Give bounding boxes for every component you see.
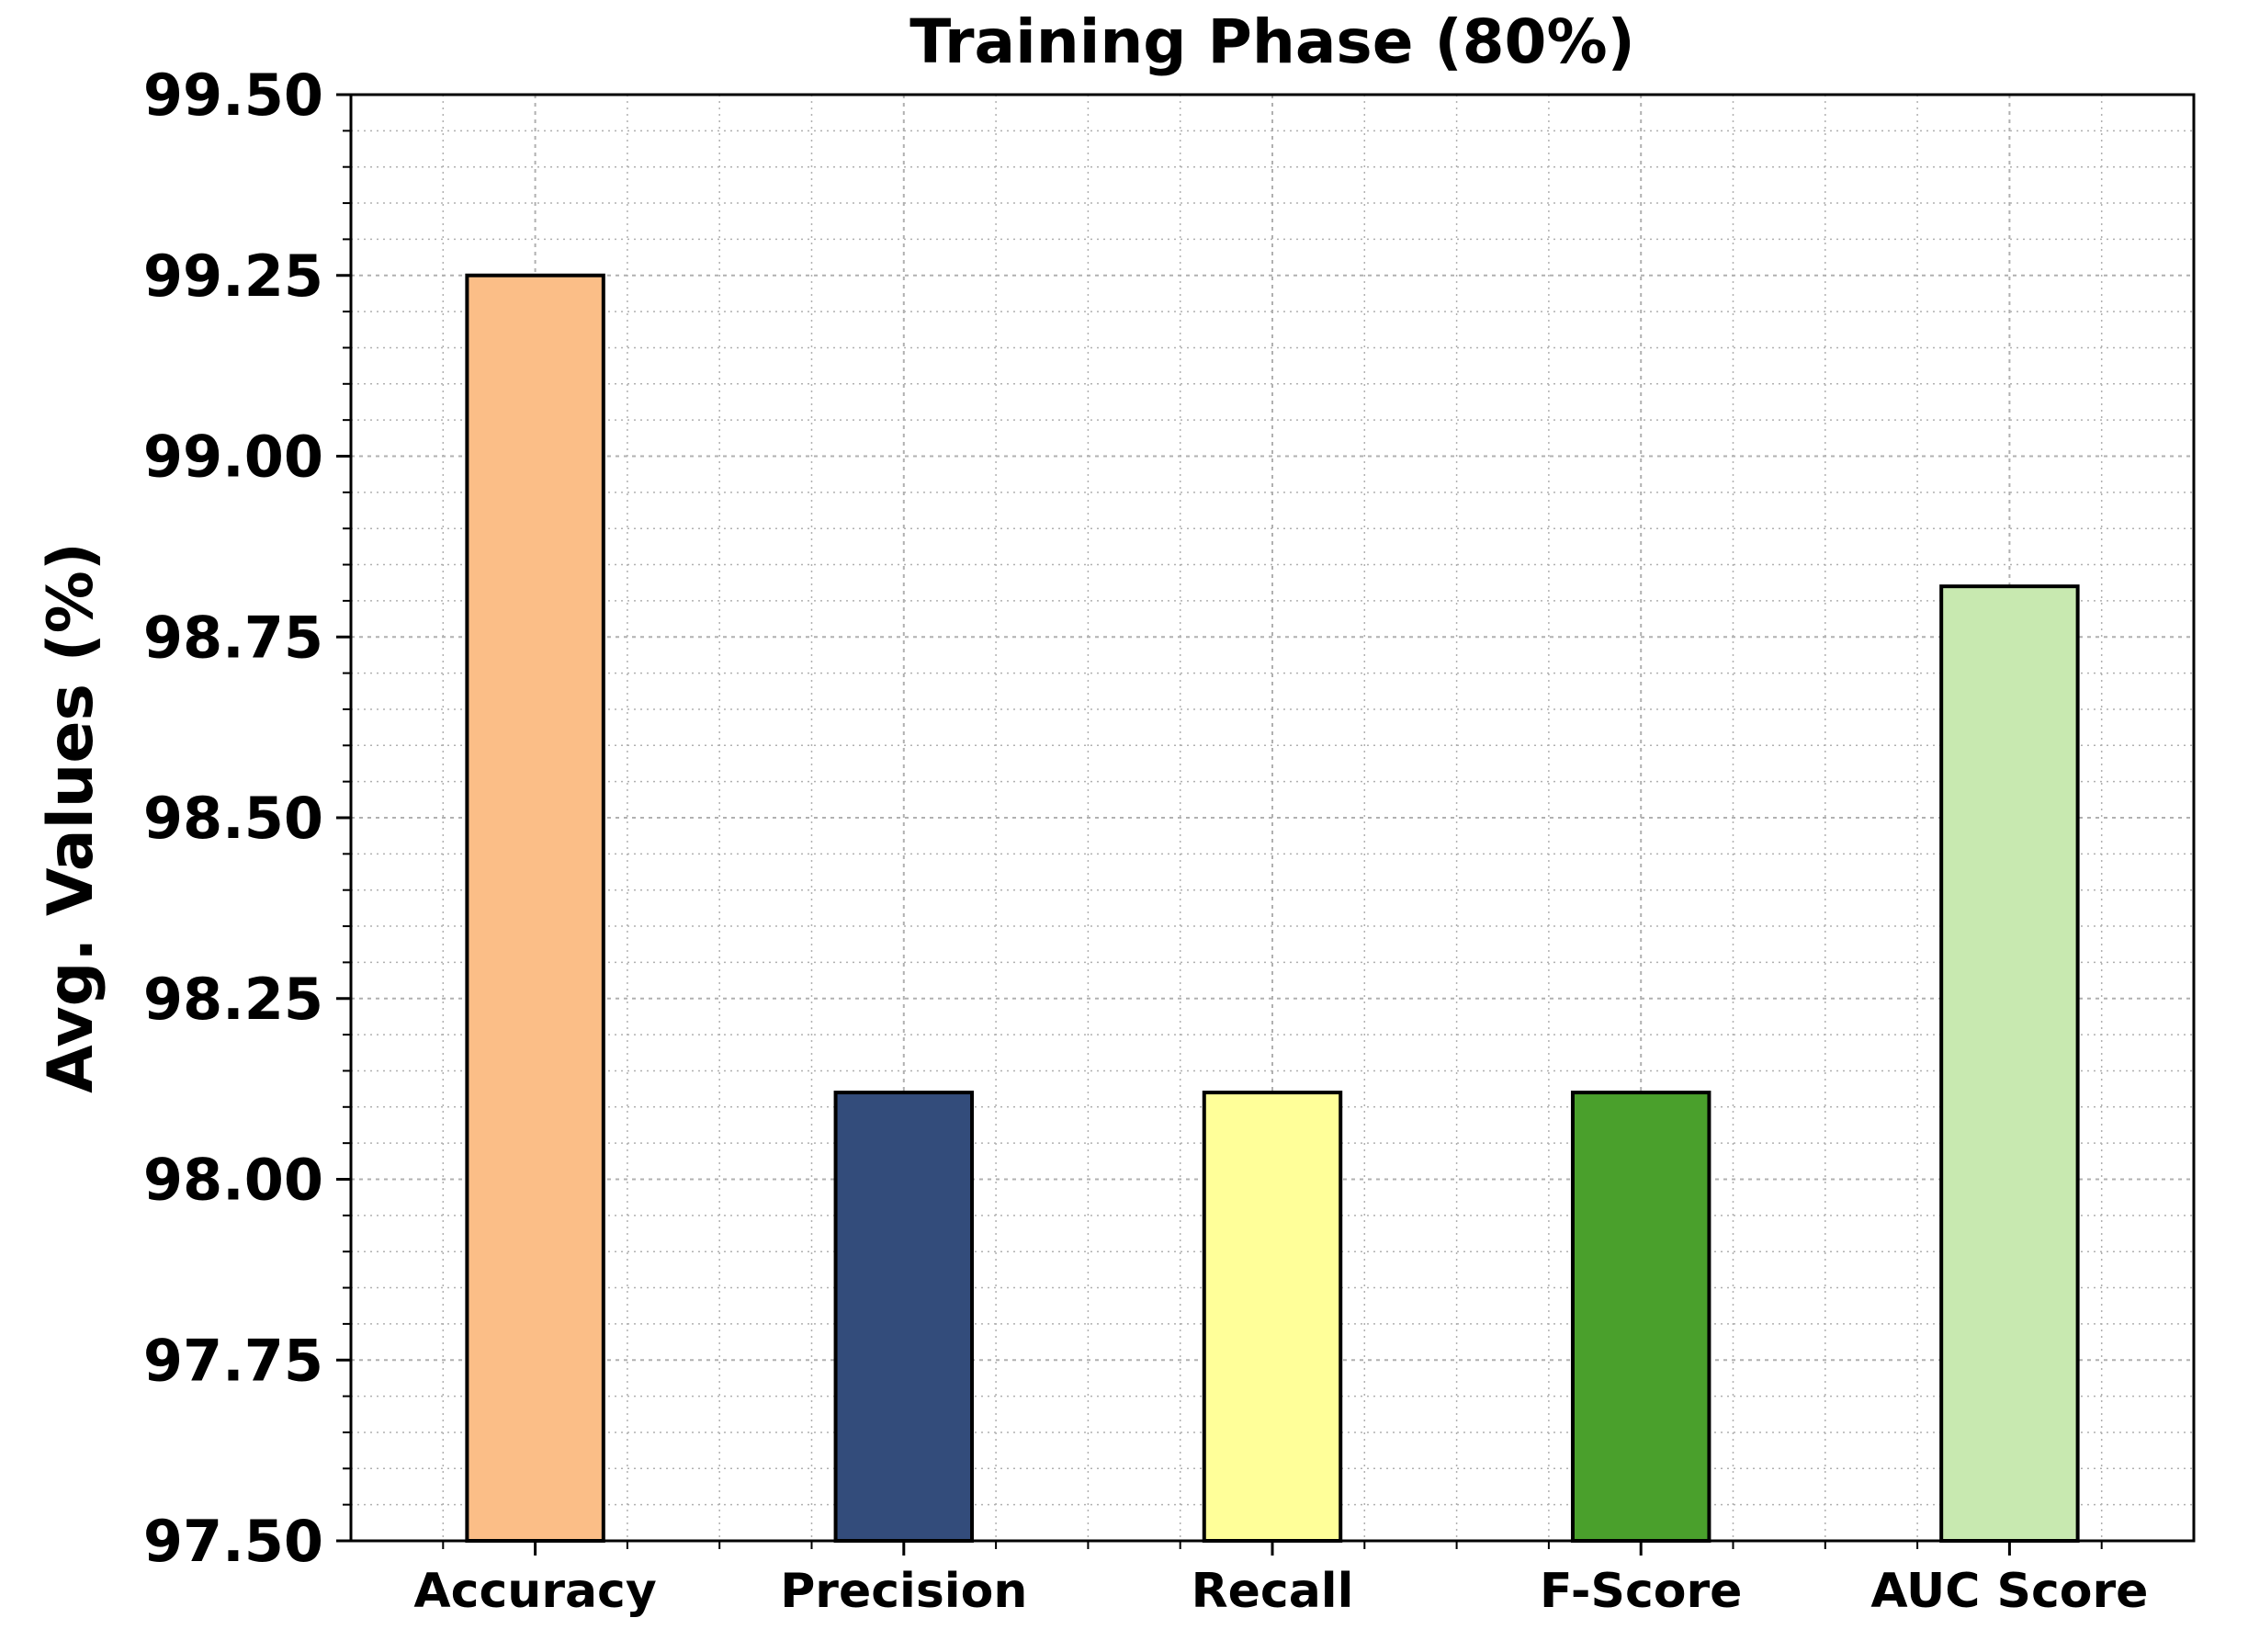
x-tick-label: Accuracy — [413, 1564, 656, 1619]
x-tick-label: Precision — [780, 1564, 1027, 1619]
bar-accuracy — [465, 273, 605, 1543]
y-tick-label: 97.75 — [143, 1327, 323, 1394]
x-tick-label: F-Score — [1540, 1564, 1742, 1619]
y-tick-label: 98.25 — [143, 966, 323, 1033]
bar-recall — [1202, 1091, 1343, 1544]
bars-layer — [465, 273, 2080, 1544]
axes-layer — [336, 93, 2196, 1556]
x-tick-label: AUC Score — [1870, 1564, 2148, 1619]
y-axis-label: Avg. Values (%) — [35, 542, 107, 1093]
y-tick-label: 99.25 — [143, 243, 323, 310]
y-tick-label: 99.00 — [143, 424, 323, 491]
bar-auc-score — [1939, 584, 2080, 1543]
bar-precision — [833, 1091, 975, 1544]
y-tick-label: 97.50 — [143, 1508, 323, 1575]
y-tick-label: 98.75 — [143, 604, 323, 671]
chart-title: Training Phase (80%) — [909, 6, 1635, 77]
y-tick-label: 98.50 — [143, 785, 323, 852]
bar-f-score — [1570, 1091, 1711, 1544]
y-tick-label: 98.00 — [143, 1147, 323, 1214]
x-tick-label: Recall — [1192, 1564, 1354, 1619]
y-tick-label: 99.50 — [143, 62, 323, 129]
labels-layer: Training Phase (80%) Avg. Values (%) 97.… — [35, 6, 2148, 1619]
